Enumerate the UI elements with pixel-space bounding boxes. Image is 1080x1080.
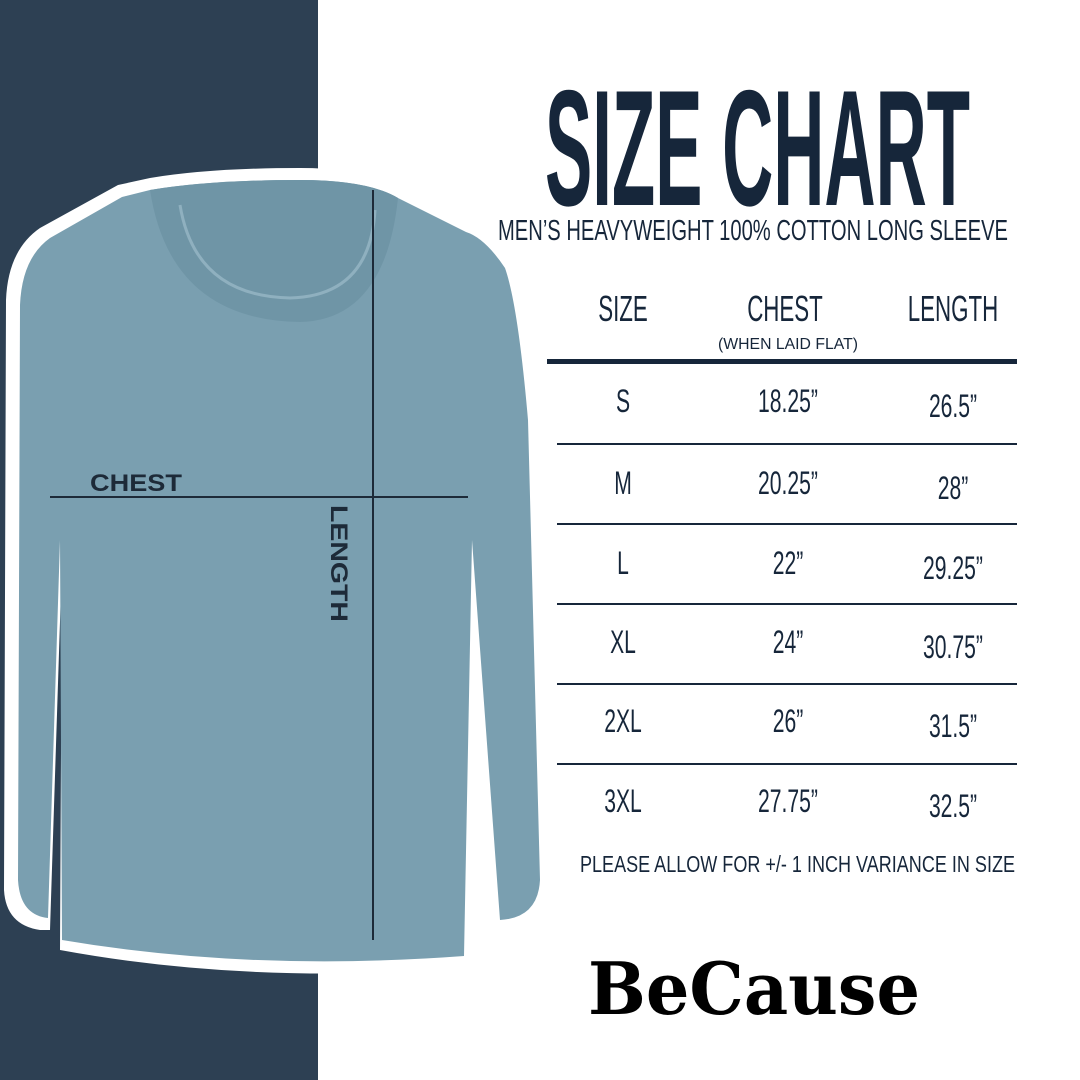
chest-cell: 26” — [773, 703, 804, 739]
variance-note: PLEASE ALLOW FOR +/- 1 INCH VARIANCE IN … — [580, 851, 1015, 877]
row-divider — [557, 763, 1017, 765]
row-divider — [557, 683, 1017, 685]
header-length: LENGTH — [908, 288, 999, 329]
table-row: S 18.25” 26.5” — [616, 383, 977, 424]
chest-cell: 22” — [773, 545, 804, 581]
table-row: 3XL 27.75” 32.5” — [604, 783, 977, 824]
chest-cell: 18.25” — [758, 383, 818, 419]
header-size: SIZE — [598, 288, 648, 329]
table-row: M 20.25” 28” — [614, 465, 968, 506]
because-logo: BeCause — [588, 946, 920, 1031]
chest-cell: 24” — [773, 624, 804, 660]
header-chest: CHEST — [747, 288, 823, 329]
size-cell: L — [617, 545, 629, 581]
page-title: SIZE CHART — [545, 56, 970, 240]
chest-cell: 20.25” — [758, 465, 818, 501]
size-table-rows: S 18.25” 26.5” M 20.25” 28” L 22” 29.25” XL 24” 30.… — [557, 383, 1017, 824]
subtitle: MEN’S HEAVYWEIGHT 100% COTTON LONG SLEEV… — [498, 215, 1008, 247]
long-sleeve-shirt-image — [4, 168, 552, 974]
table-row: 2XL 26” 31.5” — [604, 703, 977, 744]
length-cell: 29.25” — [923, 550, 983, 586]
length-label: LENGTH — [325, 505, 352, 622]
table-row: XL 24” 30.75” — [610, 624, 983, 665]
header-divider — [547, 359, 1017, 364]
row-divider — [557, 523, 1017, 525]
chest-label: CHEST — [90, 470, 182, 497]
row-divider — [557, 603, 1017, 605]
length-cell: 30.75” — [923, 629, 983, 665]
size-cell: M — [614, 465, 632, 501]
row-divider — [557, 443, 1017, 445]
size-cell: S — [616, 383, 630, 419]
length-cell: 26.5” — [929, 388, 977, 424]
size-cell: XL — [610, 624, 636, 660]
header-chest-note: (WHEN LAID FLAT) — [718, 336, 858, 353]
size-cell: 3XL — [604, 783, 642, 819]
chest-cell: 27.75” — [758, 783, 818, 819]
table-row: L 22” 29.25” — [617, 545, 983, 586]
length-cell: 28” — [938, 470, 969, 506]
length-cell: 31.5” — [929, 708, 977, 744]
size-cell: 2XL — [604, 703, 642, 739]
length-cell: 32.5” — [929, 788, 977, 824]
